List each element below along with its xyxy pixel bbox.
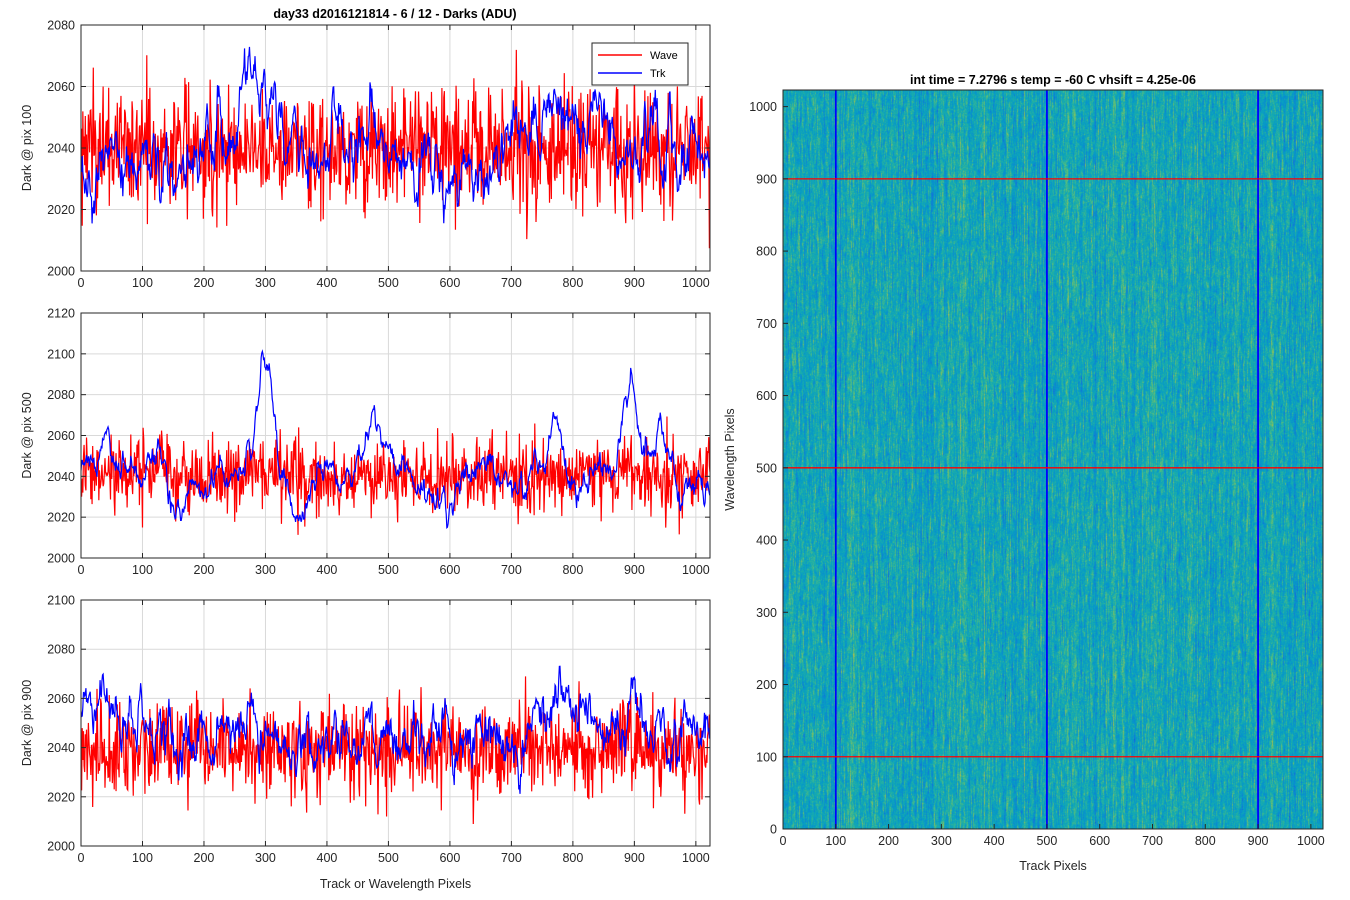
heatmap-title: int time = 7.2796 s temp = -60 C vhsift … — [910, 73, 1196, 87]
x-tick-label: 100 — [132, 851, 153, 865]
axes-box — [80, 599, 711, 847]
heatmap-image — [783, 90, 1323, 829]
x-tick-label: 600 — [439, 851, 460, 865]
legend: Wave Trk — [591, 42, 689, 86]
y-tick-label: 600 — [756, 389, 777, 403]
x-tick-label: 700 — [501, 851, 522, 865]
legend-label-wave: Wave — [650, 50, 678, 62]
y-tick-label: 700 — [756, 317, 777, 331]
y-tick-label: 400 — [756, 534, 777, 548]
y-tick-label: 2020 — [47, 790, 75, 804]
y-tick-label: 2080 — [47, 19, 75, 33]
x-tick-label: 800 — [562, 851, 583, 865]
y-tick-label: 2100 — [47, 347, 75, 361]
y-axis-label: Dark @ pix 500 — [20, 392, 34, 478]
x-tick-label: 900 — [1248, 834, 1269, 848]
x-tick-label: 600 — [439, 563, 460, 577]
x-tick-label: 900 — [624, 563, 645, 577]
y-tick-label: 2100 — [47, 594, 75, 608]
series-line-trk — [81, 665, 710, 794]
x-tick-label: 700 — [501, 563, 522, 577]
x-tick-label: 0 — [78, 851, 85, 865]
y-tick-label: 800 — [756, 245, 777, 259]
x-tick-label: 500 — [1036, 834, 1057, 848]
y-tick-label: 1000 — [749, 100, 777, 114]
x-tick-label: 1000 — [682, 851, 710, 865]
x-tick-label: 500 — [378, 276, 399, 290]
x-tick-label: 0 — [780, 834, 787, 848]
y-tick-label: 2000 — [47, 552, 75, 566]
y-tick-label: 2060 — [47, 80, 75, 94]
y-tick-label: 2060 — [47, 429, 75, 443]
line-plot-pix-500: 0 100 200 300 400 500 600 700 800 900 1000 2000 2020… — [20, 307, 711, 577]
y-tick-label: 100 — [756, 750, 777, 764]
x-tick-label: 200 — [194, 851, 215, 865]
x-tick-label: 100 — [132, 276, 153, 290]
x-tick-label: 300 — [255, 276, 276, 290]
series-line-trk — [81, 46, 710, 224]
x-tick-label: 400 — [984, 834, 1005, 848]
y-tick-label: 0 — [770, 823, 777, 837]
x-tick-label: 300 — [931, 834, 952, 848]
x-tick-label: 800 — [1195, 834, 1216, 848]
series-line-trk — [81, 349, 710, 529]
x-tick-label: 300 — [255, 563, 276, 577]
x-tick-label: 1000 — [682, 276, 710, 290]
y-tick-label: 500 — [756, 461, 777, 475]
y-tick-label: 2020 — [47, 511, 75, 525]
x-tick-label: 200 — [194, 276, 215, 290]
x-tick-label: 500 — [378, 563, 399, 577]
x-tick-label: 0 — [78, 276, 85, 290]
x-tick-label: 600 — [1089, 834, 1110, 848]
x-tick-label: 400 — [317, 276, 338, 290]
x-tick-label: 200 — [194, 563, 215, 577]
x-tick-label: 500 — [378, 851, 399, 865]
x-axis-label: Track Pixels — [1019, 859, 1087, 873]
x-tick-label: 100 — [825, 834, 846, 848]
y-axis-label: Dark @ pix 900 — [20, 680, 34, 766]
x-tick-label: 700 — [501, 276, 522, 290]
y-tick-label: 2080 — [47, 388, 75, 402]
dark-frame-heatmap: 0 100 200 300 400 500 600 700 800 900 1000 0 100 200 3… — [723, 73, 1325, 873]
legend-label-trk: Trk — [650, 68, 666, 80]
y-tick-label: 2040 — [47, 741, 75, 755]
x-tick-label: 1000 — [682, 563, 710, 577]
x-tick-label: 100 — [132, 563, 153, 577]
y-tick-label: 300 — [756, 606, 777, 620]
y-tick-label: 2080 — [47, 643, 75, 657]
x-tick-label: 900 — [624, 276, 645, 290]
line-plot-pix-900: 0 100 200 300 400 500 600 700 800 900 1000 2000 2020… — [20, 594, 711, 891]
x-tick-label: 0 — [78, 563, 85, 577]
x-tick-label: 600 — [439, 276, 460, 290]
x-tick-label: 900 — [624, 851, 645, 865]
legend-box — [591, 42, 689, 86]
x-tick-label: 200 — [878, 834, 899, 848]
y-tick-label: 200 — [756, 678, 777, 692]
figure-suptitle: day33 d2016121814 - 6 / 12 - Darks (ADU) — [273, 7, 516, 21]
axes-box — [782, 89, 1324, 830]
x-tick-label: 800 — [562, 276, 583, 290]
x-tick-label: 800 — [562, 563, 583, 577]
y-tick-label: 2040 — [47, 470, 75, 484]
x-tick-label: 400 — [317, 563, 338, 577]
x-axis-label: Track or Wavelength Pixels — [320, 877, 471, 891]
x-tick-label: 300 — [255, 851, 276, 865]
x-tick-label: 700 — [1142, 834, 1163, 848]
x-tick-label: 1000 — [1297, 834, 1325, 848]
y-tick-label: 2040 — [47, 142, 75, 156]
y-tick-label: 2000 — [47, 840, 75, 854]
series-line-wave — [81, 416, 710, 535]
series-line-wave — [81, 49, 710, 249]
line-plot-pix-100: 0 100 200 300 400 500 600 700 800 900 1000 2000 2020… — [20, 19, 711, 290]
y-tick-label: 2060 — [47, 692, 75, 706]
y-tick-label: 2020 — [47, 203, 75, 217]
y-axis-label: Wavelength Pixels — [723, 408, 737, 510]
y-tick-label: 2000 — [47, 265, 75, 279]
y-axis-label: Dark @ pix 100 — [20, 105, 34, 191]
y-tick-label: 900 — [756, 172, 777, 186]
x-tick-label: 400 — [317, 851, 338, 865]
y-tick-label: 2120 — [47, 307, 75, 321]
